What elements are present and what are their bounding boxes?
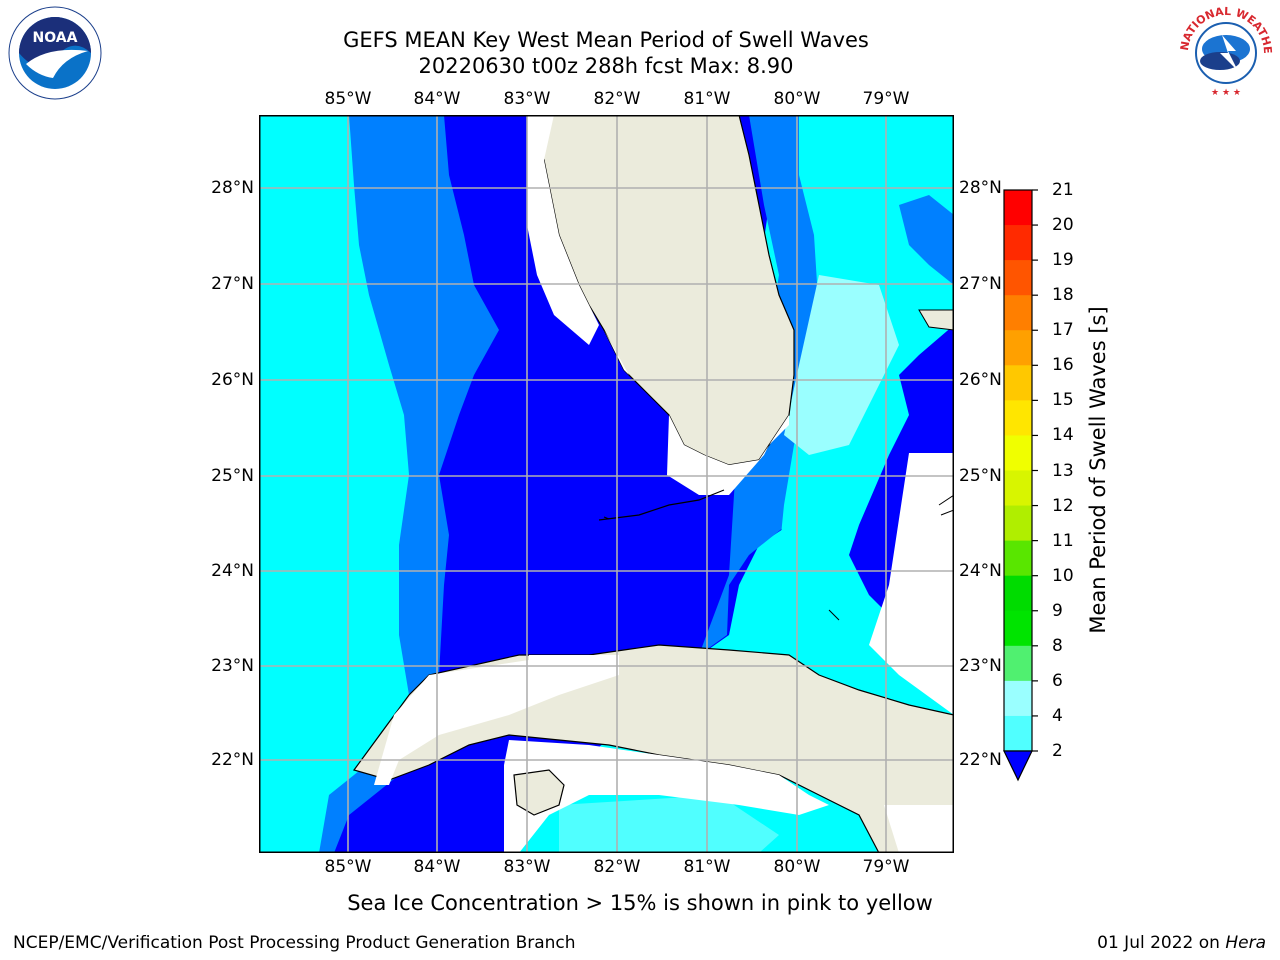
- colorbar-block: [1004, 330, 1032, 366]
- colorbar-tick-label: 18: [1052, 285, 1074, 306]
- lon-label-bottom: 80°W: [773, 857, 821, 877]
- colorbar-tick-label: 13: [1052, 460, 1074, 481]
- map-title: GEFS MEAN Key West Mean Period of Swell …: [343, 28, 869, 52]
- colorbar-tick-label: 2: [1052, 741, 1063, 761]
- lat-label-right: 28°N: [959, 178, 1002, 198]
- colorbar-extend-arrow: [1003, 750, 1033, 782]
- lat-label-right: 26°N: [959, 370, 1002, 390]
- lon-label-top: 82°W: [593, 89, 641, 109]
- colorbar-label: Mean Period of Swell Waves [s]: [1086, 306, 1110, 634]
- lat-label-left: 22°N: [211, 750, 254, 770]
- colorbar-tick-label: 4: [1052, 705, 1063, 726]
- colorbar-block: [1004, 680, 1032, 717]
- noaa-logo-text: NOAA: [33, 30, 78, 46]
- lon-label-top: 83°W: [503, 89, 551, 109]
- sea-ice-caption: Sea Ice Concentration > 15% is shown in …: [347, 891, 933, 915]
- graticule: [259, 115, 954, 853]
- lat-label-left: 23°N: [211, 656, 254, 676]
- colorbar-tick-label: 10: [1052, 565, 1074, 586]
- lat-label-right: 27°N: [959, 274, 1002, 294]
- lon-label-bottom: 85°W: [324, 857, 372, 877]
- svg-text:★ ★ ★: ★ ★ ★: [1211, 88, 1241, 98]
- colorbar-tick-label: 9: [1052, 600, 1063, 621]
- lat-label-right: 24°N: [959, 561, 1002, 581]
- colorbar-tick-label: 11: [1052, 530, 1074, 551]
- lat-label-right: 22°N: [959, 750, 1002, 770]
- colorbar-tick-label: 16: [1052, 355, 1074, 376]
- colorbar-block: [1004, 645, 1032, 682]
- colorbar-block: [1004, 435, 1032, 471]
- lon-label-top: 85°W: [324, 89, 372, 109]
- colorbar-block: [1004, 225, 1032, 261]
- swell-period-map: [258, 114, 955, 854]
- footer-date: 01 Jul 2022 on Hera: [1097, 933, 1266, 953]
- colorbar-tick-label: 14: [1052, 425, 1074, 446]
- lon-label-top: 80°W: [773, 89, 821, 109]
- lat-label-left: 25°N: [211, 466, 254, 486]
- swell-band-8-9: [784, 275, 899, 455]
- colorbar-block: [1004, 540, 1032, 577]
- lon-label-bottom: 82°W: [593, 857, 641, 877]
- colorbar-tick-label: 8: [1052, 635, 1063, 656]
- colorbar-block: [1004, 400, 1032, 436]
- footer-host: Hera: [1225, 933, 1266, 953]
- noaa-logo: NOAA: [8, 6, 102, 100]
- colorbar-block: [1004, 470, 1032, 507]
- colorbar-tick-label: 12: [1052, 495, 1074, 516]
- colorbar-block: [1004, 190, 1032, 226]
- lon-label-bottom: 84°W: [413, 857, 461, 877]
- colorbar-tick-label: 15: [1052, 390, 1074, 411]
- colorbar-block: [1004, 295, 1032, 331]
- colorbar-block: [1004, 505, 1032, 542]
- lon-label-bottom: 81°W: [683, 857, 731, 877]
- lat-label-right: 25°N: [959, 466, 1002, 486]
- colorbar-tick-label: 20: [1052, 215, 1074, 236]
- colorbar-block: [1004, 365, 1032, 401]
- colorbar-block: [1004, 610, 1032, 647]
- colorbar-tick-label: 19: [1052, 250, 1074, 271]
- lon-label-bottom: 79°W: [862, 857, 910, 877]
- colorbar-tick-label: 21: [1052, 180, 1074, 200]
- lat-label-left: 26°N: [211, 370, 254, 390]
- lon-label-top: 81°W: [683, 89, 731, 109]
- lat-label-left: 28°N: [211, 178, 254, 198]
- lat-label-right: 23°N: [959, 656, 1002, 676]
- colorbar-tick-label: 17: [1052, 320, 1074, 341]
- lat-label-left: 27°N: [211, 274, 254, 294]
- colorbar-block: [1004, 715, 1032, 752]
- colorbar-tick-label: 6: [1052, 670, 1063, 691]
- nws-logo: NATIONAL WEATHER SERVICE ★ ★ ★: [1174, 0, 1274, 101]
- colorbar-block: [1004, 260, 1032, 296]
- lon-label-top: 84°W: [413, 89, 461, 109]
- lat-label-left: 24°N: [211, 561, 254, 581]
- lon-label-top: 79°W: [862, 89, 910, 109]
- colorbar-block: [1004, 575, 1032, 612]
- lon-label-bottom: 83°W: [503, 857, 551, 877]
- footer-org: NCEP/EMC/Verification Post Processing Pr…: [13, 933, 576, 953]
- map-subtitle: 20220630 t00z 288h fcst Max: 8.90: [418, 54, 794, 78]
